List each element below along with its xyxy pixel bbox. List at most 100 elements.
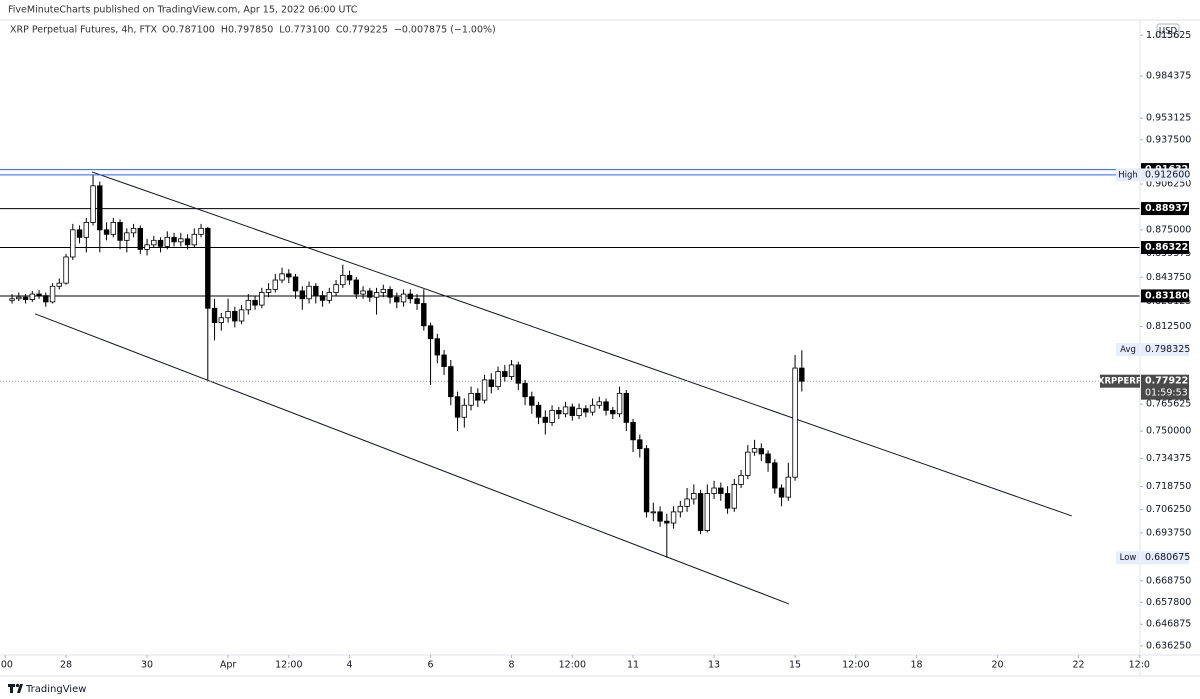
x-tick-label: 6: [428, 660, 434, 671]
marker-value: 0.680675: [1145, 552, 1190, 563]
y-tick-label: 0.750000: [1146, 426, 1191, 437]
candle-body: [380, 288, 387, 293]
y-tick-label: 1.015625: [1146, 30, 1191, 41]
candle-body: [576, 408, 582, 416]
last-name-box: [1100, 374, 1140, 388]
x-tick-label: 12:00: [275, 660, 302, 671]
candle-body: [191, 233, 198, 246]
candle-body: [414, 298, 420, 304]
candle-body: [373, 292, 380, 298]
candle-body: [677, 505, 684, 513]
y-tick-label: 0.984375: [1146, 71, 1191, 82]
y-tick-label: 0.706250: [1146, 504, 1191, 515]
candle-body: [9, 298, 15, 301]
ohlc-value: H0.797850: [221, 25, 273, 36]
candle-body: [238, 309, 245, 322]
y-tick-label: 0.765625: [1146, 399, 1191, 410]
currency-box: [1156, 23, 1180, 38]
candle-body: [596, 401, 603, 406]
level-label: 0.889375: [1145, 203, 1195, 214]
candle-body: [56, 282, 63, 287]
y-tick-label: 0.843750: [1146, 272, 1191, 283]
last-value-box: [1141, 374, 1189, 400]
candle-body: [124, 232, 130, 241]
candle-body: [718, 487, 724, 494]
candle-body: [103, 229, 110, 235]
candle-body: [434, 338, 441, 356]
y-tick-label: 0.953125: [1146, 113, 1191, 124]
candle-body: [63, 256, 69, 284]
candle-body: [333, 284, 339, 293]
symbol-title: XRP Perpetual Futures, 4h, FTX: [10, 25, 158, 36]
plot-area: [0, 169, 1140, 605]
x-tick-label: Apr: [220, 660, 237, 671]
candle-body: [178, 238, 184, 243]
marker-value-box: [1141, 343, 1189, 357]
x-tick-label: 22: [1073, 660, 1085, 671]
candle-body: [225, 311, 231, 319]
publisher-line: FiveMinuteCharts published on TradingVie…: [8, 5, 358, 16]
level-badge: [1141, 202, 1189, 216]
candle-body: [502, 371, 508, 377]
candle-body: [306, 285, 312, 300]
y-tick-label: 0.875000: [1146, 224, 1191, 235]
candle-body: [421, 303, 427, 327]
candle-body: [670, 511, 677, 524]
candle-body: [738, 474, 744, 485]
candle-body: [144, 244, 150, 250]
candle-body: [684, 498, 690, 507]
marker-value: 0.912600: [1145, 169, 1190, 180]
candle-body: [758, 448, 765, 455]
candle-body: [745, 451, 751, 476]
candle-body: [367, 290, 373, 298]
marker-name-box: [1116, 551, 1140, 565]
ohlc-value: −0.007875 (−1.00%): [394, 25, 496, 36]
marker-value-box: [1141, 551, 1189, 565]
tradingview-logo: [8, 683, 23, 693]
candle-body: [340, 274, 346, 286]
candle-body: [407, 293, 414, 300]
candle-body: [299, 290, 306, 300]
candle-body: [272, 279, 279, 290]
marker-name: High: [1118, 170, 1138, 180]
candle-body: [549, 409, 555, 423]
candle-body: [90, 185, 96, 223]
candle-body: [772, 462, 778, 489]
ohlc-value: O0.787100: [162, 25, 215, 36]
candle-body: [157, 239, 164, 247]
candle-body: [198, 227, 204, 235]
candle-body: [387, 288, 393, 298]
candle-body: [427, 325, 434, 340]
candle-body: [184, 238, 191, 246]
candle-body: [475, 392, 481, 401]
marker-value: 0.798325: [1145, 344, 1190, 355]
candle-body: [724, 493, 731, 509]
candle-body: [218, 317, 225, 323]
candle-body: [495, 371, 501, 388]
candle-body: [792, 367, 798, 478]
candle-body: [623, 392, 630, 423]
x-tick-label: 8: [509, 660, 515, 671]
candle-body: [785, 476, 792, 498]
last-value: 0.779225: [1145, 376, 1195, 387]
y-tick-label: 0.646875: [1146, 619, 1191, 630]
candle-body: [535, 404, 542, 418]
candle-body: [704, 493, 711, 531]
level-label: 0.863225: [1145, 242, 1195, 253]
candle-body: [265, 288, 272, 293]
y-tick-label: 0.636250: [1146, 640, 1191, 651]
level-badge: [1141, 289, 1189, 303]
candle-body: [313, 285, 319, 297]
candle-body: [542, 416, 549, 423]
candle-body: [664, 520, 670, 524]
last-name: XRPPERP: [1098, 377, 1142, 387]
candle-body: [799, 367, 805, 382]
trendline: [91, 171, 1072, 517]
candle-body: [562, 406, 569, 415]
candle-body: [637, 439, 643, 450]
footer-brand: TradingView: [25, 684, 86, 695]
marker-name: Avg: [1120, 345, 1136, 355]
candle-body: [211, 307, 218, 323]
candle-body: [245, 299, 252, 311]
x-tick-label: 30: [141, 660, 153, 671]
